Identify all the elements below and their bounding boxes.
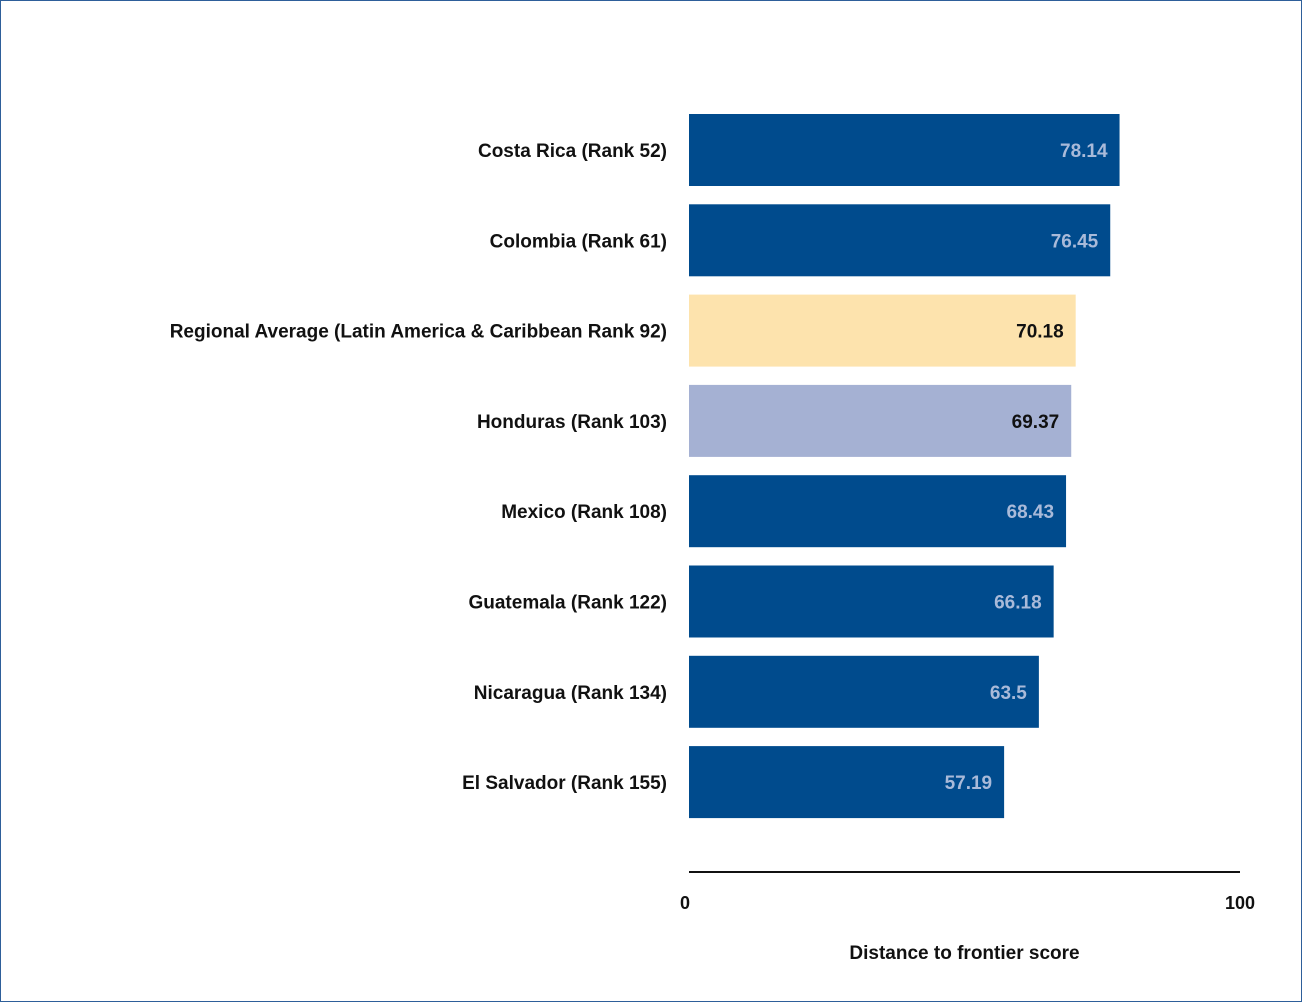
bar-2 bbox=[689, 294, 1076, 367]
category-label-3: Honduras (Rank 103) bbox=[477, 412, 667, 433]
bar-7 bbox=[689, 746, 1005, 819]
bar-6 bbox=[689, 655, 1039, 728]
value-label-6: 63.5 bbox=[990, 683, 1027, 704]
category-label-7: El Salvador (Rank 155) bbox=[462, 773, 667, 794]
value-label-0: 78.14 bbox=[1060, 141, 1108, 162]
category-label-1: Colombia (Rank 61) bbox=[490, 231, 667, 252]
bar-1 bbox=[689, 204, 1111, 277]
value-labels-group: 78.14 76.45 70.18 69.37 68.43 66.18 63.5 57.19 bbox=[945, 141, 1108, 794]
value-label-4: 68.43 bbox=[1007, 502, 1055, 523]
bar-0 bbox=[689, 114, 1120, 186]
category-label-0: Costa Rica (Rank 52) bbox=[478, 141, 667, 162]
x-axis-title: Distance to frontier score bbox=[849, 943, 1079, 964]
category-label-2: Regional Average (Latin America & Caribb… bbox=[170, 322, 667, 343]
x-tick-label-min: 0 bbox=[680, 893, 690, 913]
value-label-3: 69.37 bbox=[1012, 412, 1060, 433]
category-labels-group: Costa Rica (Rank 52) Colombia (Rank 61) Re… bbox=[170, 141, 667, 794]
category-label-4: Mexico (Rank 108) bbox=[501, 502, 667, 523]
value-label-5: 66.18 bbox=[994, 593, 1042, 614]
bar-3 bbox=[689, 384, 1072, 457]
bars-group bbox=[689, 114, 1120, 819]
x-tick-label-max: 100 bbox=[1225, 893, 1255, 913]
category-label-6: Nicaragua (Rank 134) bbox=[474, 683, 667, 704]
value-label-1: 76.45 bbox=[1051, 231, 1099, 252]
category-label-5: Guatemala (Rank 122) bbox=[468, 593, 667, 614]
value-label-7: 57.19 bbox=[945, 773, 993, 794]
bar-4 bbox=[689, 475, 1067, 548]
bar-5 bbox=[689, 565, 1054, 638]
value-label-2: 70.18 bbox=[1016, 322, 1064, 343]
